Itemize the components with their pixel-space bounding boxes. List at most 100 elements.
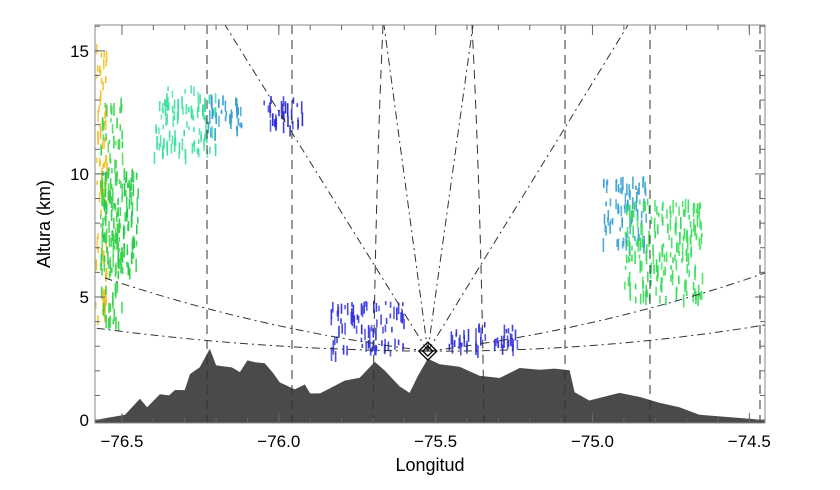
- echo-mark: [372, 340, 374, 350]
- echo-mark: [641, 225, 644, 239]
- echo-mark: [101, 177, 104, 186]
- echo-mark: [118, 258, 121, 270]
- echo-mark: [694, 266, 696, 281]
- echo-mark: [105, 210, 107, 223]
- echo-mark: [100, 214, 102, 220]
- echo-mark: [687, 253, 690, 266]
- y-tick-label: 15: [70, 42, 89, 61]
- echo-mark: [190, 105, 193, 119]
- echo-mark: [616, 239, 618, 247]
- elevation-ray: [94, 327, 428, 352]
- echo-mark: [237, 107, 240, 116]
- echo-mark: [607, 221, 610, 226]
- echo-mark: [100, 248, 103, 262]
- echo-mark: [495, 338, 497, 347]
- echo-mark: [385, 318, 388, 324]
- echo-mark: [646, 244, 648, 254]
- echo-mark: [97, 130, 99, 145]
- echo-mark: [173, 110, 176, 121]
- echo-mark: [102, 163, 104, 169]
- echo-mark: [676, 286, 678, 293]
- echo-mark: [102, 233, 105, 243]
- echo-mark: [657, 212, 660, 217]
- echo-mark: [627, 276, 630, 287]
- echo-mark: [191, 143, 194, 154]
- echo-mark: [197, 104, 200, 112]
- echo-mark: [103, 121, 105, 130]
- echo-mark: [205, 128, 207, 134]
- echo-mark: [110, 196, 113, 208]
- elevation-ray: [427, 24, 474, 352]
- echo-mark: [116, 117, 118, 129]
- echo-mark: [173, 138, 176, 152]
- echo-mark: [103, 255, 106, 263]
- echo-mark: [135, 258, 137, 273]
- echo-mark: [400, 312, 402, 323]
- x-tick-label: −75.0: [571, 432, 614, 451]
- echo-mark: [341, 323, 343, 334]
- echo-mark: [638, 254, 641, 259]
- echo-mark: [115, 316, 117, 330]
- echo-mark: [678, 206, 680, 216]
- echo-mark: [212, 108, 214, 117]
- echo-mark: [101, 267, 103, 276]
- echo-mark: [112, 187, 114, 198]
- echo-mark: [97, 110, 99, 123]
- echo-mark: [100, 144, 102, 149]
- echo-mark: [645, 291, 647, 306]
- echo-mark: [203, 104, 205, 112]
- echo-mark: [607, 217, 609, 223]
- echo-mark: [356, 314, 359, 320]
- echo-mark: [690, 245, 692, 256]
- echo-mark: [137, 188, 139, 199]
- echo-mark: [384, 338, 386, 353]
- echo-mark: [209, 110, 211, 124]
- echo-mark: [107, 192, 110, 201]
- echo-mark: [389, 301, 392, 308]
- echo-mark: [669, 205, 671, 214]
- echo-mark: [675, 260, 678, 271]
- echo-mark: [128, 199, 131, 210]
- echo-mark: [99, 65, 101, 74]
- echo-mark: [682, 209, 685, 217]
- echo-mark: [214, 93, 217, 104]
- echo-mark: [659, 295, 661, 304]
- echo-mark: [699, 218, 701, 229]
- echo-mark: [391, 326, 393, 333]
- plot-frame: [94, 24, 766, 424]
- echo-mark: [648, 235, 650, 247]
- echo-mark: [184, 151, 187, 165]
- echo-mark: [110, 103, 112, 114]
- echo-mark: [202, 109, 205, 120]
- echo-mark: [128, 265, 130, 276]
- echo-mark: [389, 313, 392, 319]
- echo-mark: [373, 300, 375, 314]
- echo-mark: [493, 339, 496, 352]
- echo-mark: [330, 309, 333, 319]
- echo-mark: [199, 94, 201, 104]
- echo-mark: [639, 237, 642, 251]
- echo-mark: [367, 325, 370, 339]
- echo-mark: [459, 334, 461, 346]
- echo-mark: [699, 245, 701, 250]
- echo-mark: [496, 337, 499, 344]
- echo-mark: [625, 239, 628, 251]
- echo-mark: [132, 171, 135, 183]
- terrain-area: [95, 348, 765, 423]
- echo-mark: [104, 76, 107, 84]
- echo-mark: [103, 198, 105, 209]
- echo-mark: [107, 183, 110, 196]
- echo-mark: [118, 247, 121, 253]
- echo-mark: [272, 113, 274, 126]
- echo-mark: [463, 335, 466, 346]
- echo-mark: [205, 118, 207, 131]
- echo-mark: [191, 109, 194, 120]
- echo-mark: [120, 262, 122, 274]
- echo-mark: [172, 116, 174, 128]
- echo-mark: [136, 197, 138, 212]
- echo-mark: [674, 254, 676, 261]
- echo-mark: [284, 101, 287, 114]
- echo-mark: [344, 322, 346, 335]
- echo-mark: [113, 135, 115, 149]
- echo-mark: [193, 86, 195, 96]
